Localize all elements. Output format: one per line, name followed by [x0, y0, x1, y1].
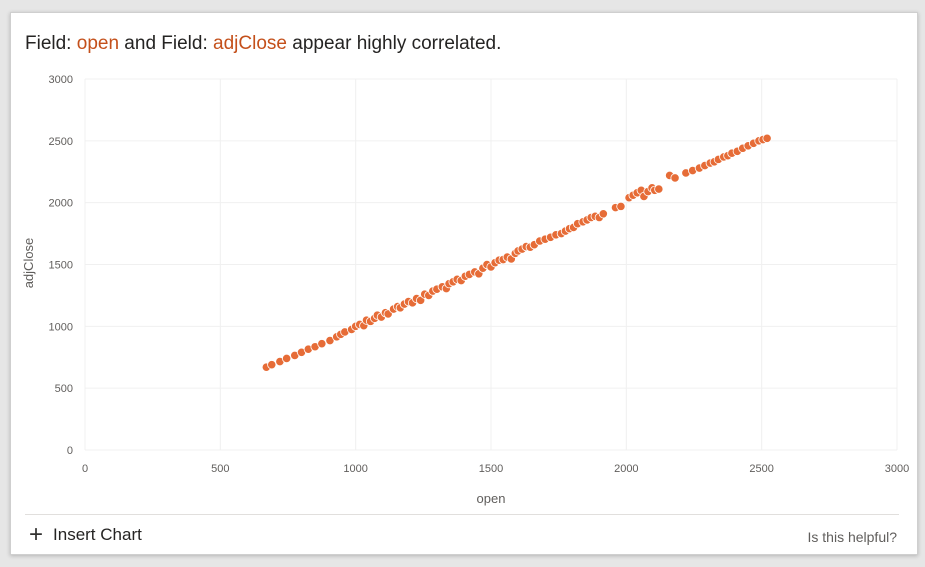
- y-tick-label: 0: [67, 445, 73, 457]
- y-tick-label: 2000: [49, 198, 73, 210]
- scatter-point[interactable]: [654, 184, 664, 194]
- scatter-point[interactable]: [267, 360, 277, 370]
- insert-chart-button[interactable]: + Insert Chart: [29, 521, 142, 548]
- data-points: [261, 133, 772, 372]
- y-tick-label: 1500: [49, 260, 73, 272]
- title-middle: and Field:: [119, 33, 214, 54]
- helpful-link[interactable]: Is this helpful?: [807, 529, 898, 545]
- x-tick-label: 1000: [343, 463, 367, 475]
- scatter-point[interactable]: [670, 173, 680, 183]
- x-tick-label: 1500: [479, 463, 503, 475]
- x-tick-label: 2500: [749, 463, 773, 475]
- y-tick-label: 500: [55, 383, 73, 395]
- chart-grid: [84, 78, 898, 451]
- title-prefix: Field:: [25, 33, 77, 54]
- footer-divider: [25, 514, 899, 515]
- insight-card: Field: open and Field: adjClose appear h…: [10, 12, 918, 555]
- scatter-point[interactable]: [598, 209, 608, 219]
- x-tick-label: 2000: [614, 463, 638, 475]
- y-tick-label: 2500: [49, 136, 73, 148]
- y-tick-label: 3000: [49, 74, 73, 86]
- plus-icon: +: [29, 521, 44, 548]
- x-axis-label: open: [477, 491, 506, 506]
- field-adjclose: adjClose: [213, 33, 287, 54]
- insight-title: Field: open and Field: adjClose appear h…: [25, 33, 501, 55]
- x-tick-label: 3000: [885, 463, 909, 475]
- scatter-chart: 0 500 1000 1500 2000 2500 3000 0 500 1000 1500 200…: [21, 74, 909, 506]
- x-tick-label: 0: [82, 463, 88, 475]
- scatter-point[interactable]: [282, 353, 292, 364]
- scatter-point[interactable]: [616, 201, 626, 211]
- y-axis-label: adjClose: [21, 238, 36, 289]
- y-axis-ticks: 0 500 1000 1500 2000 2500 3000: [49, 74, 73, 457]
- field-open: open: [76, 33, 120, 54]
- y-tick-label: 1000: [49, 321, 73, 333]
- x-axis-ticks: 0 500 1000 1500 2000 2500 3000: [82, 463, 909, 475]
- insert-chart-label: Insert Chart: [53, 525, 142, 544]
- scatter-point[interactable]: [762, 133, 772, 143]
- title-suffix: appear highly correlated.: [286, 33, 502, 54]
- x-tick-label: 500: [211, 463, 229, 475]
- scatter-point[interactable]: [317, 339, 327, 349]
